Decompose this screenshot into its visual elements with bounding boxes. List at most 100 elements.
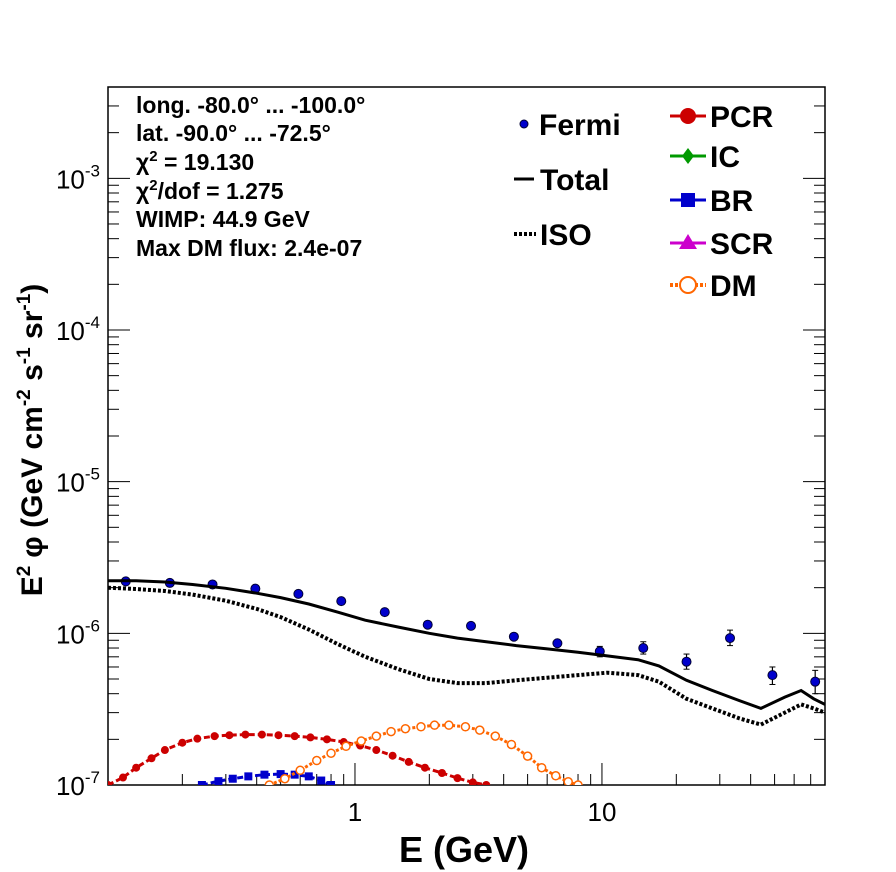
chi2-value: = 19.130 <box>158 149 255 175</box>
chi2-symbol: χ <box>136 149 150 175</box>
series-dm-point <box>444 720 454 730</box>
legend-scr-label: SCR <box>710 228 774 261</box>
series-fermi-point <box>767 670 778 681</box>
legend-ic-label: IC <box>710 141 740 174</box>
info-latitude: lat. -90.0° ... -72.5° <box>136 120 331 146</box>
series-pcr-point <box>388 751 397 760</box>
series-br-point <box>244 772 253 781</box>
series-fermi-point <box>422 619 433 630</box>
series-fermi-point <box>725 633 736 644</box>
y-label-s: s <box>16 364 49 389</box>
chidof-value: /dof = 1.275 <box>158 178 284 204</box>
series-dm-point <box>551 771 561 781</box>
y-tick-label-exp: -5 <box>85 465 100 484</box>
series-dm-point <box>264 780 275 785</box>
legend-dm-marker <box>679 276 697 294</box>
plot-area: 10-710-610-510-410-31 10 <box>56 86 826 827</box>
legend-scr-marker <box>679 234 697 249</box>
y-tick-label-base: 10 <box>56 316 85 346</box>
y-tick-label: 10-6 <box>56 616 100 649</box>
info-text-block: long. -80.0° ... -100.0° lat. -90.0° ...… <box>136 92 365 261</box>
series-dm-point <box>280 773 290 784</box>
series-fermi-point <box>466 620 477 631</box>
series-fermi-point <box>379 607 390 618</box>
series-fermi-point <box>681 656 692 667</box>
series-pcr-point <box>160 746 169 755</box>
y-tick-label-base: 10 <box>56 164 85 194</box>
x-tick-label: 1 <box>348 797 362 827</box>
series-dm-point <box>474 725 485 735</box>
series-pcr-point <box>437 768 446 777</box>
series-pcr-point <box>482 781 491 785</box>
series-br-point <box>304 772 313 781</box>
y-label-unit-open: (GeV cm <box>16 406 49 536</box>
legend-ic-marker <box>682 148 694 164</box>
series-pcr-point <box>372 746 381 755</box>
y-tick-label-exp: -7 <box>85 768 100 787</box>
series-dm-line <box>268 723 579 785</box>
series-br-point <box>228 774 237 783</box>
series-pcr-point <box>274 731 283 740</box>
series-pcr-point <box>210 732 219 741</box>
chidof-superscript: 2 <box>149 177 157 194</box>
series-pcr-point <box>193 734 202 743</box>
y-tick-label: 10-5 <box>56 465 100 498</box>
info-longitude: long. -80.0° ... -100.0° <box>136 92 365 118</box>
axis-ticks <box>107 86 826 786</box>
legend-br-marker <box>681 193 695 207</box>
y-label-unit-close: ) <box>16 284 49 294</box>
series-pcr-point <box>306 733 315 742</box>
series-fermi-point <box>293 588 304 599</box>
series-pcr-point <box>108 781 112 785</box>
series-dm-point <box>295 765 305 776</box>
series-pcr-point <box>118 773 127 782</box>
y-axis-label: E2φ (GeV cm-2 s-1 sr-1) <box>14 284 49 597</box>
y-tick-label-base: 10 <box>56 468 85 498</box>
info-wimp: WIMP: 44.9 GeV <box>136 206 310 232</box>
series-dm-point <box>356 736 366 746</box>
series-dm-point <box>429 720 440 730</box>
series-br-point <box>214 777 223 785</box>
legend-pcr-label: PCR <box>710 101 774 134</box>
series-dm-point <box>573 780 583 785</box>
y-label-cm-sup: -2 <box>14 389 35 406</box>
series-fermi-point <box>638 643 649 654</box>
y-tick-label: 10-7 <box>56 768 100 801</box>
series-pcr-point <box>322 735 331 744</box>
series-pcr-point <box>257 730 266 739</box>
y-tick-label-base: 10 <box>56 619 85 649</box>
info-chi2: χ2 = 19.130 <box>136 148 254 175</box>
legend-fermi-marker <box>519 119 529 129</box>
series-dm-point <box>371 731 382 741</box>
series-dm-point <box>563 777 573 785</box>
series-dm-point <box>460 722 471 732</box>
series-pcr-point <box>453 774 462 783</box>
y-label-sr: sr <box>16 310 49 347</box>
legend-left: Fermi Total ISO <box>514 109 621 252</box>
series-pcr-point <box>178 738 187 747</box>
series-pcr-point <box>225 731 234 740</box>
legend-pcr-marker <box>680 108 696 124</box>
info-chi2-dof: χ2/dof = 1.275 <box>136 177 284 204</box>
legend-br-label: BR <box>710 185 754 218</box>
series-fermi-point <box>336 596 347 607</box>
series-br-point <box>197 781 206 785</box>
series-group <box>108 576 825 785</box>
series-fermi-point <box>810 676 821 687</box>
y-tick-label: 10-4 <box>56 313 100 346</box>
series-dm-point <box>416 722 426 732</box>
series-pcr-point <box>132 763 141 772</box>
series-pcr-point <box>468 778 477 785</box>
series-dm-point <box>400 723 411 734</box>
y-tick-label-exp: -3 <box>85 161 100 180</box>
y-label-phi: φ <box>16 536 49 557</box>
y-label-base-sup: 2 <box>14 566 35 577</box>
x-tick-label: 10 <box>587 797 616 827</box>
series-br-point <box>317 776 326 785</box>
series-dm-point <box>341 741 351 752</box>
series-total-line <box>108 579 825 711</box>
y-tick-label-exp: -6 <box>85 616 100 635</box>
chidof-symbol: χ <box>136 178 150 204</box>
series-pcr-point <box>147 754 156 763</box>
